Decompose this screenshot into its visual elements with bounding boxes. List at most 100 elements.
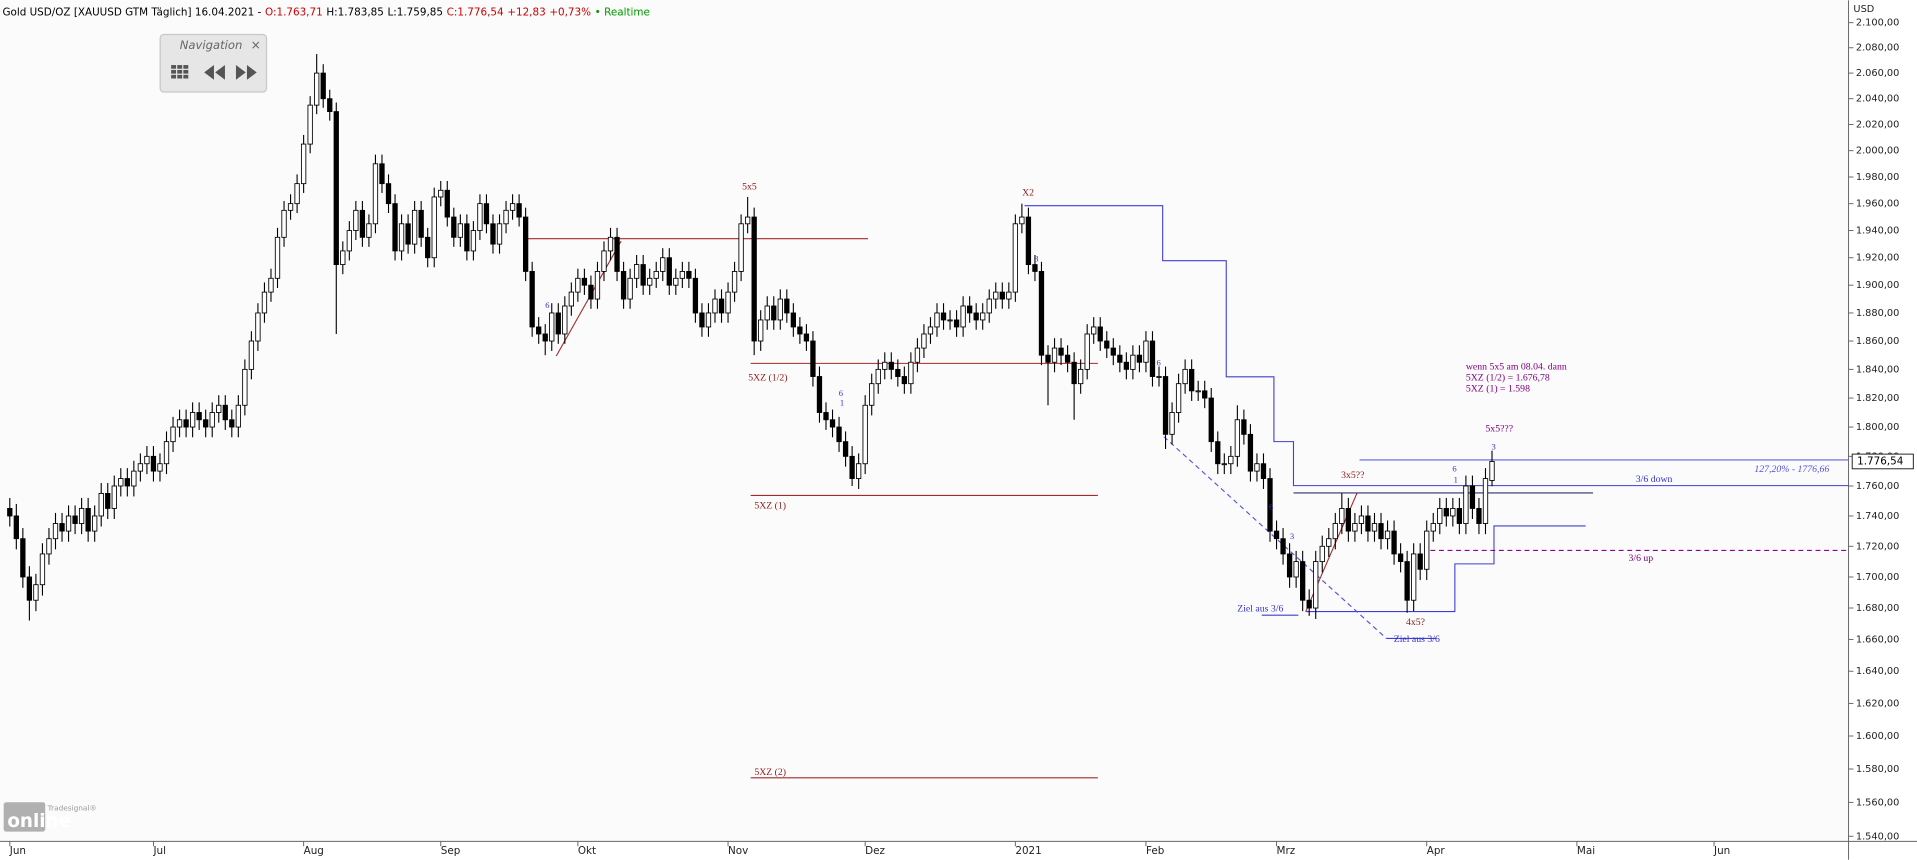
candle-body	[1208, 397, 1214, 443]
candle-body	[627, 277, 633, 300]
candle-body	[1443, 508, 1449, 517]
candle-body	[340, 250, 346, 266]
candle-body	[411, 209, 418, 245]
candle-body	[274, 236, 281, 279]
candle-body	[39, 553, 46, 586]
x-tick-label: Mrz	[1277, 845, 1296, 857]
candle-body	[20, 538, 26, 578]
candle-body	[1241, 419, 1247, 435]
candle-body	[816, 376, 823, 413]
candle-body	[1424, 530, 1430, 570]
grid-button[interactable]	[171, 65, 189, 79]
candle-body	[294, 183, 300, 205]
annotation: 5XZ (2)	[754, 767, 786, 778]
candle-body	[1051, 347, 1058, 363]
forward-button[interactable]	[235, 65, 257, 80]
candle-body	[477, 203, 483, 231]
candle-body	[536, 326, 542, 335]
candle-body	[790, 312, 796, 328]
candle-body	[1463, 485, 1469, 524]
y-tick-label: 2.100,00	[1856, 18, 1900, 29]
candle-body	[1156, 376, 1162, 378]
candle-body	[1404, 561, 1410, 601]
candle-body	[1149, 340, 1156, 377]
candle-body	[1286, 553, 1293, 578]
x-tick-label: Feb	[1146, 845, 1165, 857]
candle-body	[405, 223, 411, 245]
candle-body	[1469, 485, 1476, 509]
y-tick-label: 1.680,00	[1856, 603, 1900, 614]
x-tick-label: 2021	[1015, 845, 1041, 857]
candle-body	[914, 347, 921, 363]
candle-body	[1489, 461, 1495, 481]
candle-body	[503, 209, 509, 225]
close-button[interactable]: ×	[251, 38, 261, 52]
candle-body	[255, 312, 261, 342]
y-tick-label: 1.940,00	[1856, 226, 1900, 237]
candle-body	[1319, 545, 1325, 563]
candle-body	[307, 104, 313, 145]
candle-body	[235, 404, 241, 428]
candle-body	[1273, 530, 1280, 540]
candle-body	[1371, 523, 1378, 532]
candle-body	[346, 230, 352, 252]
candle-body	[1306, 599, 1312, 609]
candle-body	[855, 463, 862, 479]
candle-body	[895, 368, 901, 377]
candle-body	[849, 455, 855, 479]
annotation: 3x5??	[1341, 470, 1364, 481]
candle-body	[797, 326, 803, 335]
count-label: 6	[545, 300, 550, 310]
y-tick-label: 1.620,00	[1856, 698, 1900, 709]
candle-body	[862, 404, 868, 465]
candle-body	[1260, 463, 1267, 479]
candle-body	[869, 383, 875, 406]
candle-body	[666, 257, 672, 286]
back-button[interactable]	[204, 65, 225, 80]
candle-body	[163, 441, 170, 465]
candle-body	[385, 183, 392, 205]
candle-body	[575, 277, 581, 293]
candle-body	[1038, 271, 1045, 356]
candle-body	[1071, 361, 1077, 385]
candle-body	[137, 463, 144, 472]
candle-body	[1143, 340, 1149, 363]
candle-body	[248, 340, 255, 370]
annotations: 5x5 X2 5XZ (1/2) 5XZ (1) 5XZ (2) 3x5?? 4…	[545, 182, 1829, 779]
candle-body	[614, 236, 620, 272]
y-tick-label: 1.760,00	[1856, 481, 1900, 492]
candle-body	[562, 305, 568, 335]
candle-body	[725, 291, 731, 314]
count-label: 6	[1269, 502, 1274, 512]
candle-body	[1300, 561, 1306, 601]
logo-box	[3, 802, 46, 832]
candle-body	[679, 271, 685, 279]
y-tick-label: 1.840,00	[1856, 364, 1900, 375]
annotation: X2	[1022, 188, 1034, 199]
candle-body	[1175, 383, 1182, 413]
count-label: 6	[1157, 357, 1162, 367]
count-label: 3	[1492, 442, 1496, 452]
candle-body	[26, 576, 33, 601]
candle-body	[1215, 441, 1221, 465]
quote-value: L:1.759,85	[388, 6, 443, 18]
candle-body	[144, 455, 150, 465]
candle-body	[529, 271, 535, 328]
candle-body	[1397, 553, 1404, 563]
candle-body	[483, 203, 490, 225]
x-tick-label: Mai	[1577, 845, 1595, 857]
candle-body	[229, 419, 235, 428]
candle-body	[372, 163, 379, 225]
candle-body	[1084, 333, 1090, 370]
candle-body	[927, 326, 934, 335]
quote-value: +0,73%	[549, 6, 591, 18]
candle-body	[699, 312, 705, 328]
annotation: 5XZ (1/2)	[748, 372, 787, 383]
candle-body	[588, 284, 594, 300]
candle-body	[901, 376, 908, 385]
candle-body	[216, 404, 222, 413]
quote-value: C:1.776,54	[447, 6, 504, 18]
candle-body	[1482, 478, 1489, 524]
candle-body	[882, 361, 888, 370]
y-tick-label: 1.820,00	[1856, 393, 1900, 404]
